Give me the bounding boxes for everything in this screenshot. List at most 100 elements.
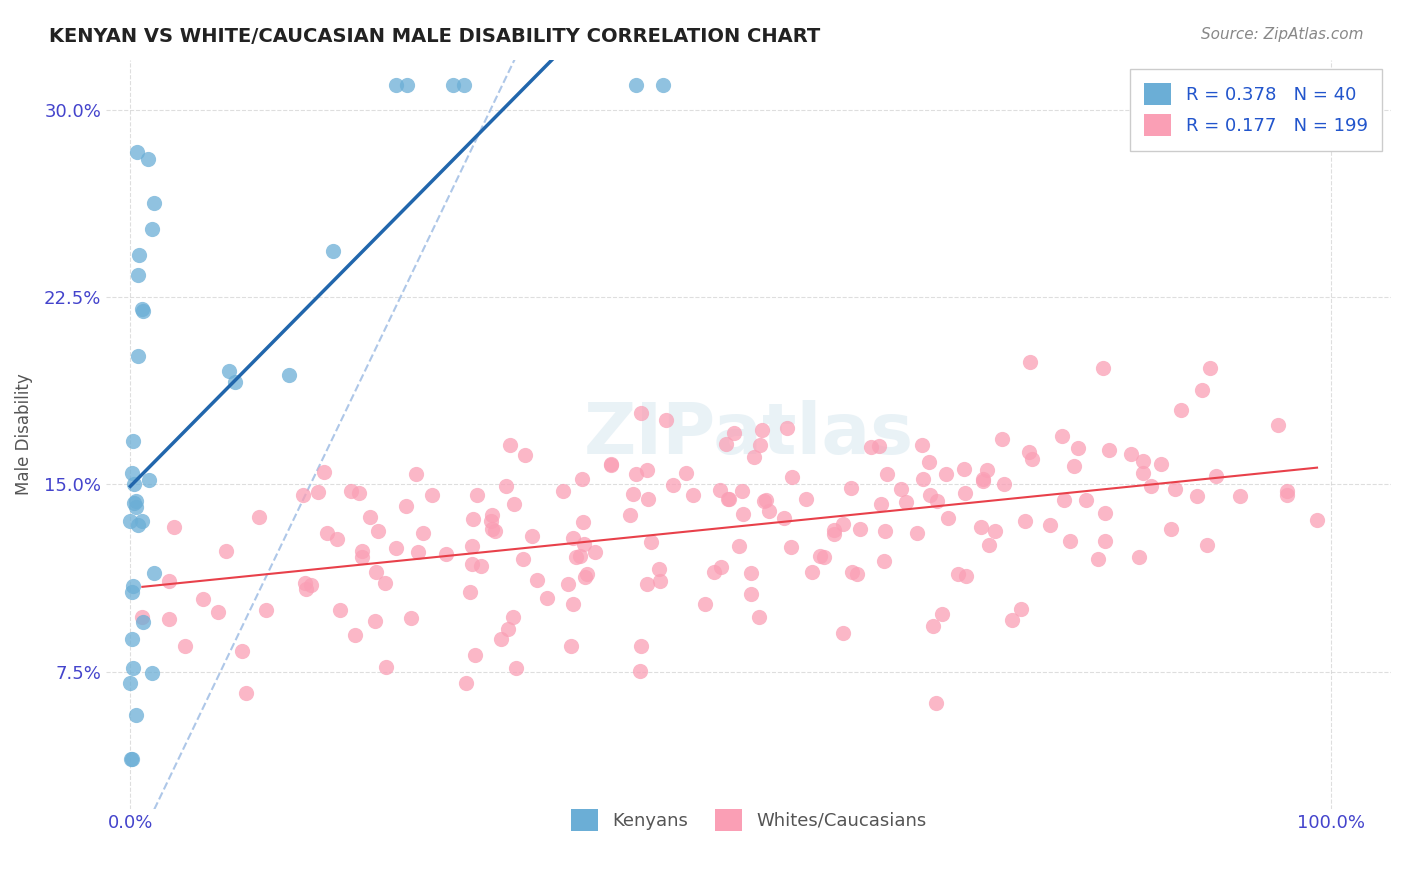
- Point: [993, 476, 1015, 491]
- Point: [141, 221, 163, 235]
- Point: [619, 508, 641, 522]
- Point: [1039, 517, 1062, 532]
- Point: [624, 78, 647, 92]
- Point: [299, 578, 322, 592]
- Point: [675, 466, 697, 480]
- Point: [207, 605, 229, 619]
- Point: [375, 660, 398, 674]
- Text: KENYAN VS WHITE/CAUCASIAN MALE DISABILITY CORRELATION CHART: KENYAN VS WHITE/CAUCASIAN MALE DISABILIT…: [49, 27, 821, 45]
- Point: [1063, 459, 1085, 474]
- Point: [406, 545, 429, 559]
- Point: [976, 463, 998, 477]
- Point: [308, 485, 330, 500]
- Point: [138, 474, 160, 488]
- Point: [215, 544, 238, 558]
- Point: [637, 492, 659, 507]
- Point: [1019, 355, 1042, 369]
- Point: [841, 566, 863, 580]
- Point: [122, 660, 145, 674]
- Point: [1160, 523, 1182, 537]
- Point: [955, 486, 977, 500]
- Point: [1275, 488, 1298, 502]
- Point: [295, 582, 318, 596]
- Point: [905, 525, 928, 540]
- Point: [465, 488, 488, 502]
- Point: [650, 574, 672, 589]
- Point: [931, 607, 953, 621]
- Point: [277, 368, 299, 383]
- Point: [235, 686, 257, 700]
- Point: [1306, 513, 1329, 527]
- Point: [191, 592, 214, 607]
- Point: [682, 487, 704, 501]
- Point: [125, 708, 148, 723]
- Point: [955, 569, 977, 583]
- Point: [742, 450, 765, 464]
- Point: [565, 550, 588, 565]
- Point: [575, 566, 598, 581]
- Point: [502, 609, 524, 624]
- Point: [120, 752, 142, 766]
- Point: [648, 562, 671, 576]
- Point: [121, 632, 143, 646]
- Point: [374, 575, 396, 590]
- Point: [481, 508, 503, 523]
- Text: ZIPatlas: ZIPatlas: [583, 400, 914, 469]
- Point: [801, 565, 824, 579]
- Point: [740, 566, 762, 580]
- Point: [399, 611, 422, 625]
- Point: [481, 522, 503, 536]
- Point: [136, 153, 159, 167]
- Point: [832, 516, 855, 531]
- Point: [868, 439, 890, 453]
- Point: [385, 541, 408, 555]
- Point: [875, 524, 897, 538]
- Point: [1195, 538, 1218, 552]
- Point: [131, 609, 153, 624]
- Point: [922, 618, 945, 632]
- Point: [849, 522, 872, 536]
- Point: [484, 524, 506, 539]
- Point: [1067, 442, 1090, 456]
- Point: [911, 472, 934, 486]
- Point: [1059, 534, 1081, 549]
- Point: [571, 472, 593, 486]
- Point: [247, 510, 270, 524]
- Point: [143, 195, 166, 210]
- Point: [329, 603, 352, 617]
- Point: [979, 538, 1001, 552]
- Point: [972, 474, 994, 488]
- Point: [794, 492, 817, 507]
- Point: [624, 467, 647, 481]
- Point: [489, 632, 512, 646]
- Point: [254, 603, 277, 617]
- Point: [655, 413, 678, 427]
- Point: [1132, 454, 1154, 468]
- Point: [367, 524, 389, 538]
- Point: [702, 565, 724, 579]
- Point: [557, 577, 579, 591]
- Point: [128, 248, 150, 262]
- Point: [1267, 417, 1289, 432]
- Point: [752, 493, 775, 508]
- Point: [125, 500, 148, 514]
- Point: [751, 424, 773, 438]
- Point: [773, 511, 796, 525]
- Point: [972, 472, 994, 486]
- Point: [121, 752, 143, 766]
- Point: [600, 457, 623, 471]
- Y-axis label: Male Disability: Male Disability: [15, 374, 32, 495]
- Point: [120, 514, 142, 528]
- Point: [495, 479, 517, 493]
- Point: [1018, 445, 1040, 459]
- Point: [970, 520, 993, 534]
- Point: [1092, 360, 1115, 375]
- Point: [122, 434, 145, 448]
- Point: [461, 540, 484, 554]
- Point: [636, 577, 658, 591]
- Point: [1132, 466, 1154, 480]
- Point: [503, 498, 526, 512]
- Point: [294, 576, 316, 591]
- Point: [776, 421, 799, 435]
- Point: [562, 598, 585, 612]
